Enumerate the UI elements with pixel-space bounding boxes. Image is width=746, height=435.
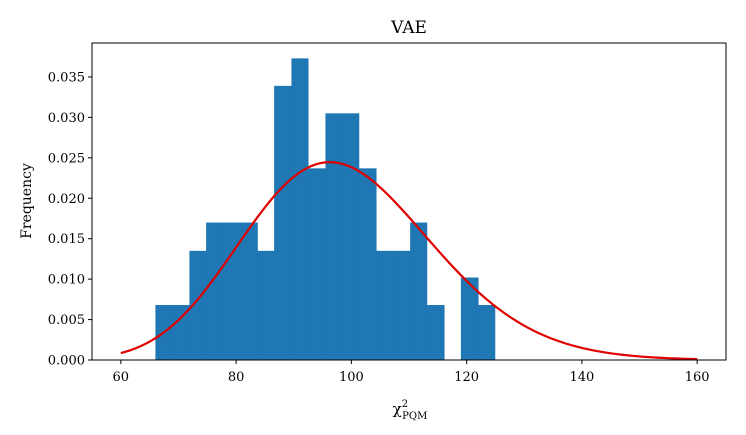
x-tick-label-140: 140 xyxy=(569,370,594,385)
x-tick-label-160: 160 xyxy=(685,370,710,385)
histogram-bar-5 xyxy=(240,222,258,360)
histogram-bar-15 xyxy=(410,222,428,360)
histogram-bar-12 xyxy=(358,168,377,360)
y-axis-ticks: 0.000 0.005 0.010 0.015 0.020 0.025 0.030 0.035 xyxy=(48,70,92,369)
y-tick-label-4: 0.020 xyxy=(48,192,85,207)
plot-frame xyxy=(91,42,727,361)
x-axis-label-superscript: 2 xyxy=(402,399,408,410)
x-tick-label-100: 100 xyxy=(339,370,364,385)
x-axis-label: χ2 PQM xyxy=(393,399,428,422)
x-tick-label-120: 120 xyxy=(454,370,479,385)
histogram-bar-11 xyxy=(342,113,360,360)
histogram-bar-14 xyxy=(392,250,411,360)
x-tick-label-60: 60 xyxy=(113,370,130,385)
histogram-bar-8 xyxy=(291,58,309,361)
y-tick-label-0: 0.000 xyxy=(48,354,85,369)
histogram-bar-7 xyxy=(274,85,292,361)
x-tick-label-80: 80 xyxy=(228,370,245,385)
x-axis-label-subscript: PQM xyxy=(402,411,427,422)
histogram-bar-1 xyxy=(172,305,190,360)
y-tick-label-5: 0.025 xyxy=(48,151,85,166)
x-axis-ticks: 60 80 100 120 140 160 xyxy=(113,360,710,385)
histogram-bars xyxy=(155,58,496,361)
y-tick-label-3: 0.015 xyxy=(48,232,85,247)
histogram-bar-3 xyxy=(206,222,224,360)
y-tick-label-2: 0.010 xyxy=(48,273,85,288)
density-curve-layer xyxy=(120,161,698,361)
histogram-bar-16 xyxy=(426,305,445,360)
y-tick-label-1: 0.005 xyxy=(48,313,85,328)
chart-title: VAE xyxy=(390,18,427,38)
histogram-bar-9 xyxy=(308,168,326,360)
histogram-bar-10 xyxy=(325,113,343,360)
y-axis-label: Frequency xyxy=(19,163,35,239)
y-tick-label-6: 0.030 xyxy=(48,111,85,126)
histogram-bar-18 xyxy=(460,277,479,360)
histogram-bar-2 xyxy=(189,250,207,360)
axes xyxy=(91,42,727,361)
y-tick-label-7: 0.035 xyxy=(48,70,85,85)
histogram-bar-13 xyxy=(376,250,394,360)
x-axis-label-base: χ xyxy=(393,400,402,418)
density-curve xyxy=(120,161,698,361)
histogram-bar-19 xyxy=(478,305,496,360)
histogram-bar-4 xyxy=(223,222,241,360)
histogram-bar-6 xyxy=(257,250,275,360)
